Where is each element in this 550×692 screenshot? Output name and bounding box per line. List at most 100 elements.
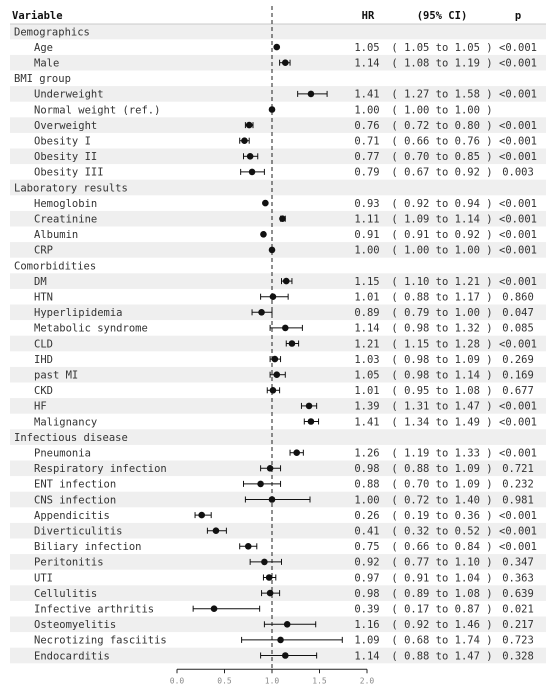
row-band — [10, 429, 546, 445]
hr-value: 0.97 — [354, 572, 379, 584]
p-value: 0.047 — [502, 307, 534, 319]
row-band — [10, 148, 546, 165]
ci-value: ( 0.91 to 0.92 ) — [391, 229, 492, 241]
hr-value: 1.05 — [354, 42, 379, 54]
variable-label: Necrotizing fasciitis — [34, 635, 167, 647]
p-value: <0.001 — [499, 416, 537, 428]
estimate-marks — [192, 43, 343, 659]
variable-label: Obesity II — [34, 151, 97, 163]
hr-value: 1.03 — [354, 354, 379, 366]
variable-label: Diverticulitis — [34, 526, 123, 538]
hr-point — [265, 574, 273, 581]
group-label: Infectious disease — [14, 432, 128, 444]
p-value: 0.723 — [502, 635, 534, 647]
header-ci: (95% CI) — [417, 10, 468, 22]
p-value: <0.001 — [499, 401, 537, 413]
variable-label: CRP — [34, 245, 53, 257]
hr-point — [210, 605, 218, 612]
hr-point — [293, 449, 301, 457]
variable-label: Appendicitis — [34, 510, 110, 522]
ci-value: ( 0.92 to 0.94 ) — [391, 198, 492, 210]
p-value: <0.001 — [499, 541, 537, 553]
x-tick-label: 0.0 — [170, 676, 185, 685]
variable-label: Overweight — [34, 120, 97, 132]
hr-point — [282, 59, 289, 66]
x-tick-label: 1.5 — [312, 676, 327, 685]
header-variable: Variable — [12, 10, 63, 22]
row-band — [10, 117, 546, 133]
hr-point — [277, 636, 284, 644]
hr-value: 0.92 — [354, 557, 379, 569]
row-bands — [10, 23, 546, 664]
p-value: 0.860 — [502, 292, 534, 304]
hr-point — [279, 215, 286, 222]
hr-point — [268, 496, 276, 503]
hr-point — [258, 309, 265, 316]
variable-label: DM — [34, 276, 47, 288]
group-label: Demographics — [14, 26, 90, 38]
p-value: 0.347 — [502, 557, 534, 569]
header-hr: HR — [362, 10, 375, 22]
hr-value: 0.88 — [354, 479, 379, 491]
variable-label: Peritonitis — [34, 557, 104, 569]
hr-value: 1.21 — [354, 338, 379, 350]
hr-value: 1.11 — [354, 214, 379, 226]
hr-point — [198, 511, 205, 519]
p-value: <0.001 — [499, 151, 537, 163]
p-value: 0.677 — [502, 385, 534, 397]
p-value: 0.269 — [502, 354, 534, 366]
hr-value: 0.41 — [354, 526, 379, 538]
p-value: 0.003 — [502, 167, 534, 179]
ci-value: ( 0.66 to 0.84 ) — [391, 541, 492, 553]
hr-point — [271, 355, 279, 363]
p-value: 0.721 — [502, 463, 534, 475]
ci-value: ( 1.05 to 1.05 ) — [391, 42, 492, 54]
p-value: <0.001 — [499, 198, 537, 210]
ci-value: ( 0.88 to 1.47 ) — [391, 650, 492, 662]
p-value: 0.639 — [502, 588, 534, 600]
variable-label: Normal weight (ref.) — [34, 104, 160, 116]
hr-value: 1.09 — [354, 635, 379, 647]
variable-label: Male — [34, 58, 59, 70]
p-value: <0.001 — [499, 338, 537, 350]
hr-value: 1.41 — [354, 89, 379, 101]
table-header: Variable HR (95% CI) p — [12, 10, 521, 22]
p-value: <0.001 — [499, 276, 537, 288]
variable-label: IHD — [34, 354, 53, 366]
variable-label: Respiratory infection — [34, 463, 167, 475]
variable-label: CKD — [34, 385, 53, 397]
hr-value: 1.01 — [354, 292, 379, 304]
ci-value: ( 1.08 to 1.19 ) — [391, 58, 492, 70]
variable-label: CNS infection — [34, 494, 116, 506]
ci-value: ( 0.17 to 0.87 ) — [391, 604, 492, 616]
ci-value: ( 0.32 to 0.52 ) — [391, 526, 492, 538]
hr-value: 1.15 — [354, 276, 379, 288]
hr-value: 1.16 — [354, 619, 379, 631]
p-value: 0.085 — [502, 323, 534, 335]
p-value: <0.001 — [499, 448, 537, 460]
ci-value: ( 1.00 to 1.00 ) — [391, 245, 492, 257]
hr-value: 1.26 — [354, 448, 379, 460]
ci-value: ( 0.91 to 1.04 ) — [391, 572, 492, 584]
variable-label: ENT infection — [34, 479, 116, 491]
hr-point — [244, 543, 252, 550]
hr-value: 1.00 — [354, 245, 379, 257]
ci-value: ( 0.19 to 0.36 ) — [391, 510, 492, 522]
ci-value: ( 0.66 to 0.76 ) — [391, 136, 492, 148]
ci-value: ( 0.70 to 1.09 ) — [391, 479, 492, 491]
variable-label: Osteomyelitis — [34, 619, 116, 631]
hr-value: 1.14 — [354, 650, 379, 662]
group-label: Laboratory results — [14, 182, 128, 194]
x-tick-label: 0.5 — [217, 676, 232, 685]
p-value: 0.328 — [502, 650, 534, 662]
hr-point — [307, 90, 315, 98]
ci-value: ( 0.98 to 1.09 ) — [391, 354, 492, 366]
hr-point — [261, 558, 268, 566]
p-value: 0.169 — [502, 370, 534, 382]
x-axis: 0.0 0.5 1.0 1.5 2.0 — [170, 668, 374, 685]
p-value: <0.001 — [499, 526, 537, 538]
ci-value: ( 0.88 to 1.17 ) — [391, 292, 492, 304]
variable-label: Hyperlipidemia — [34, 307, 123, 319]
ci-value: ( 0.95 to 1.08 ) — [391, 385, 492, 397]
hr-value: 0.91 — [354, 229, 379, 241]
